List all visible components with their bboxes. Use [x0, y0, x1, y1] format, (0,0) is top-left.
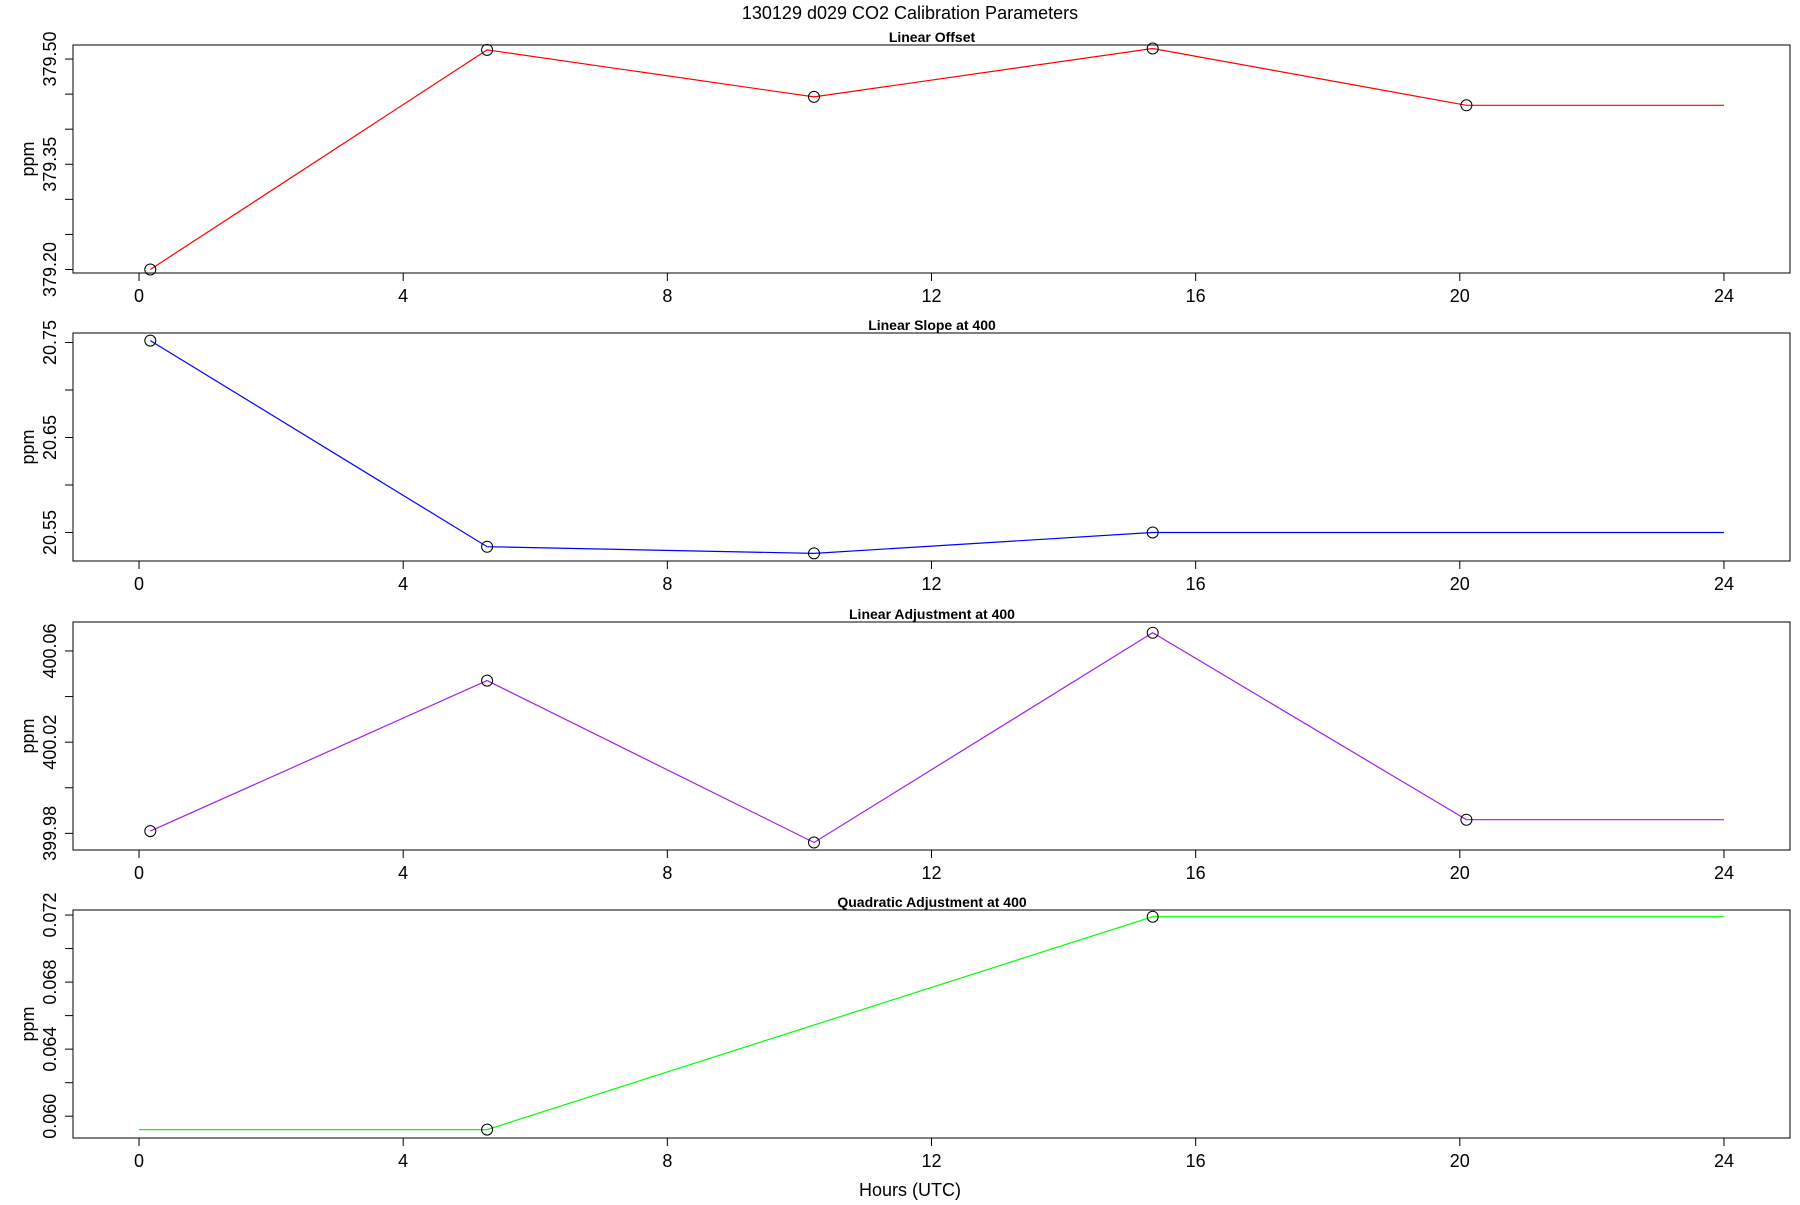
x-tick-label: 16 [1186, 1151, 1206, 1171]
x-tick-label: 0 [134, 863, 144, 883]
data-point [808, 547, 820, 560]
data-point [481, 1123, 494, 1136]
panel-3: Linear Adjustment at 400 0 4 8 12 16 20 24 399.9… [18, 606, 1791, 883]
data-point [1146, 526, 1159, 539]
y-axis-label: ppm [18, 429, 38, 464]
y-tick-label: 399.98 [40, 806, 60, 861]
data-point [808, 836, 820, 849]
y-tick-label: 400.02 [40, 715, 60, 770]
y-tick-label: 400.06 [40, 623, 60, 678]
plot-frame [72, 621, 1791, 851]
x-tick-label: 0 [134, 286, 144, 306]
y-tick-label: 0.068 [40, 960, 60, 1005]
series-line [139, 916, 1724, 1131]
y-axis-label: ppm [18, 718, 38, 753]
data-point [144, 263, 157, 276]
figure-title: 130129 d029 CO2 Calibration Parameters [742, 3, 1078, 23]
data-point [144, 825, 157, 838]
data-point [144, 334, 157, 347]
panel-4: Quadratic Adjustment at 400 0 4 8 12 16 20 24 0.… [18, 893, 1791, 1171]
panel-title: Linear Adjustment at 400 [849, 606, 1015, 622]
y-axis-label: ppm [18, 1006, 38, 1041]
x-tick-label: 4 [398, 1151, 408, 1171]
data-point [1146, 910, 1159, 923]
x-tick-label: 12 [921, 574, 941, 594]
x-axis-label: Hours (UTC) [859, 1180, 961, 1200]
x-tick-label: 24 [1714, 574, 1734, 594]
panel-title: Quadratic Adjustment at 400 [837, 894, 1027, 910]
x-tick-label: 4 [398, 863, 408, 883]
y-tick-label: 20.75 [40, 320, 60, 365]
series-line [149, 340, 1724, 555]
x-tick-label: 0 [134, 1151, 144, 1171]
x-tick-label: 24 [1714, 1151, 1734, 1171]
series-line [150, 631, 1724, 844]
data-point [808, 90, 820, 103]
plot-frame [72, 44, 1791, 274]
x-tick-label: 16 [1186, 286, 1206, 306]
x-tick-label: 12 [921, 863, 941, 883]
x-tick-label: 8 [662, 863, 672, 883]
plot-frame [72, 909, 1791, 1139]
x-tick-label: 20 [1450, 1151, 1470, 1171]
data-point [1460, 813, 1473, 826]
y-axis-label: ppm [18, 141, 38, 176]
x-tick-label: 4 [398, 574, 408, 594]
x-tick-label: 12 [921, 1151, 941, 1171]
x-tick-label: 4 [398, 286, 408, 306]
y-tick-label: 0.060 [40, 1094, 60, 1139]
y-tick-label: 20.55 [40, 510, 60, 555]
y-tick-label: 379.20 [40, 242, 60, 297]
x-tick-label: 20 [1450, 574, 1470, 594]
x-tick-label: 0 [134, 574, 144, 594]
data-point [481, 540, 494, 553]
series-line [149, 47, 1724, 271]
panel-2: Linear Slope at 400 0 4 8 12 16 20 24 20.55 20.65… [18, 317, 1791, 594]
y-tick-label: 379.50 [40, 31, 60, 86]
y-tick-label: 0.064 [40, 1027, 60, 1072]
x-tick-label: 8 [662, 1151, 672, 1171]
data-point [1460, 99, 1473, 112]
data-point [1146, 42, 1159, 55]
x-tick-label: 24 [1714, 863, 1734, 883]
plot-frame [72, 332, 1791, 562]
data-point [481, 674, 494, 687]
data-point [481, 43, 494, 56]
y-tick-label: 379.35 [40, 137, 60, 192]
x-tick-label: 8 [662, 574, 672, 594]
x-tick-label: 20 [1450, 863, 1470, 883]
x-tick-label: 20 [1450, 286, 1470, 306]
data-point [1146, 626, 1159, 639]
x-tick-label: 8 [662, 286, 672, 306]
panel-title: Linear Slope at 400 [868, 317, 996, 333]
x-tick-label: 12 [921, 286, 941, 306]
x-tick-label: 16 [1186, 574, 1206, 594]
panel-title: Linear Offset [889, 29, 976, 45]
y-tick-label: 20.65 [40, 415, 60, 460]
panel-1: Linear Offset 0 4 8 12 16 20 24 379.20 379.35 379.… [18, 29, 1791, 306]
y-tick-label: 0.072 [40, 893, 60, 938]
x-tick-label: 24 [1714, 286, 1734, 306]
x-tick-label: 16 [1186, 863, 1206, 883]
